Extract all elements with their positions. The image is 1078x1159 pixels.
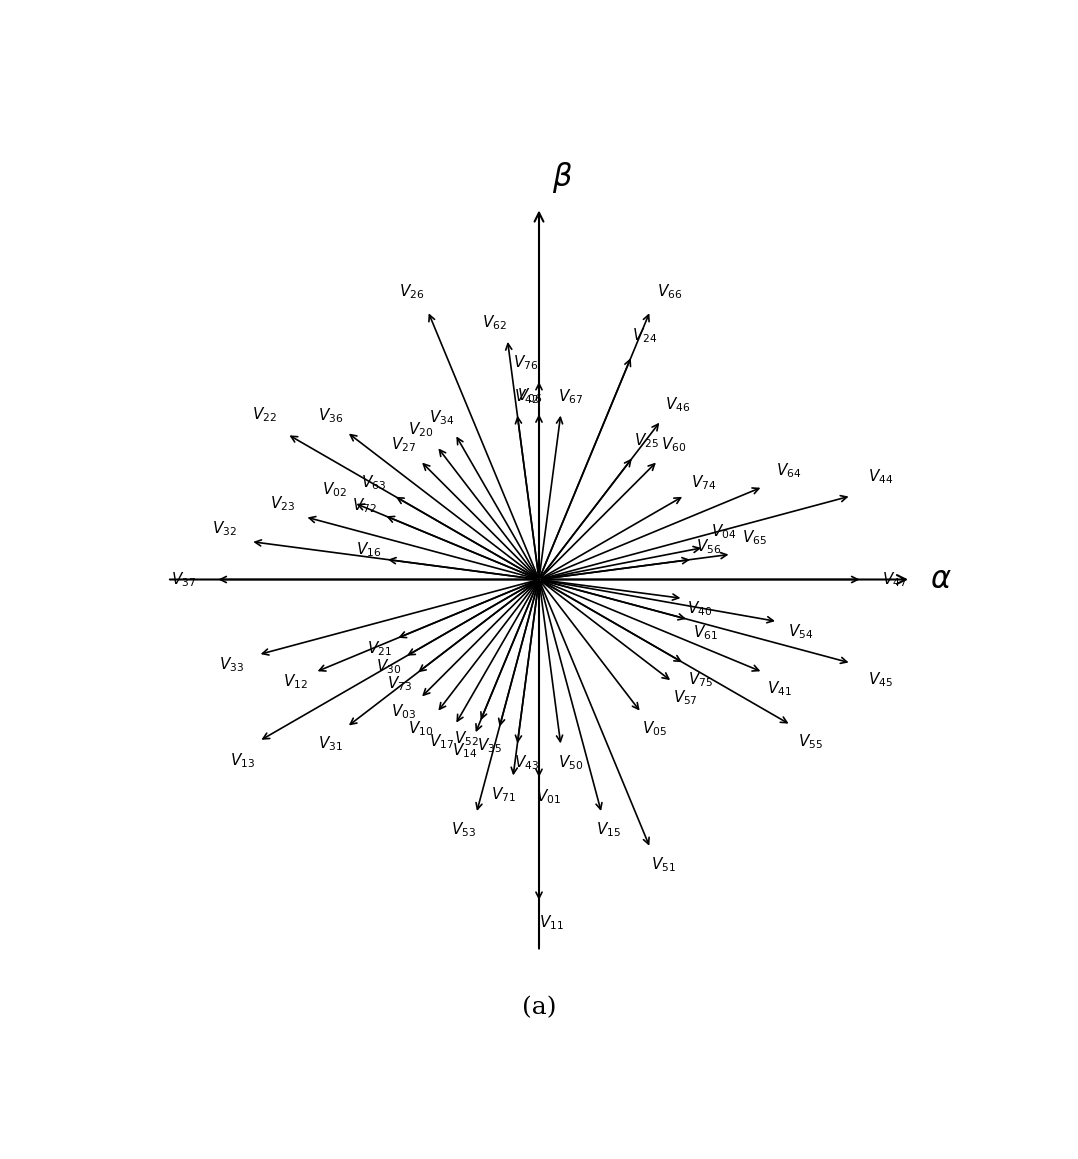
Text: $V_{55}$: $V_{55}$: [798, 731, 823, 751]
Text: $V_{30}$: $V_{30}$: [376, 657, 401, 676]
Text: $V_{45}$: $V_{45}$: [868, 670, 893, 688]
Text: $V_{50}$: $V_{50}$: [558, 753, 583, 772]
Text: $V_{67}$: $V_{67}$: [558, 387, 583, 406]
Text: $V_{16}$: $V_{16}$: [356, 540, 382, 559]
Text: $V_{53}$: $V_{53}$: [451, 821, 475, 839]
Text: $V_{14}$: $V_{14}$: [453, 742, 478, 760]
Text: $V_{47}$: $V_{47}$: [882, 570, 908, 589]
Text: $V_{37}$: $V_{37}$: [170, 570, 196, 589]
Text: $V_{56}$: $V_{56}$: [696, 537, 722, 555]
Text: (a): (a): [522, 997, 556, 1020]
Text: $V_{40}$: $V_{40}$: [687, 599, 713, 618]
Text: $V_{62}$: $V_{62}$: [482, 313, 507, 333]
Text: $\beta$: $\beta$: [552, 160, 572, 195]
Text: $V_{24}$: $V_{24}$: [632, 327, 658, 345]
Text: $V_{57}$: $V_{57}$: [673, 688, 697, 707]
Text: $V_{65}$: $V_{65}$: [742, 529, 766, 547]
Text: $V_{26}$: $V_{26}$: [399, 282, 424, 300]
Text: $V_{43}$: $V_{43}$: [514, 753, 539, 772]
Text: $V_{44}$: $V_{44}$: [868, 467, 894, 486]
Text: $V_{12}$: $V_{12}$: [284, 672, 308, 692]
Text: $V_{60}$: $V_{60}$: [662, 435, 687, 454]
Text: $V_{46}$: $V_{46}$: [664, 395, 690, 414]
Text: $V_{21}$: $V_{21}$: [367, 640, 392, 658]
Text: $V_{25}$: $V_{25}$: [634, 431, 659, 450]
Text: $V_{51}$: $V_{51}$: [651, 855, 676, 874]
Text: $V_{04}$: $V_{04}$: [710, 522, 736, 540]
Text: $V_{66}$: $V_{66}$: [658, 282, 682, 300]
Text: $V_{31}$: $V_{31}$: [318, 734, 343, 752]
Text: $V_{34}$: $V_{34}$: [429, 408, 455, 427]
Text: $\alpha$: $\alpha$: [930, 564, 952, 595]
Text: $V_{64}$: $V_{64}$: [776, 461, 802, 480]
Text: $V_{76}$: $V_{76}$: [513, 353, 539, 372]
Text: $V_{03}$: $V_{03}$: [391, 702, 416, 721]
Text: $V_{33}$: $V_{33}$: [220, 655, 245, 673]
Text: $V_{10}$: $V_{10}$: [407, 720, 433, 738]
Text: $V_{23}$: $V_{23}$: [270, 495, 294, 513]
Text: $V_{63}$: $V_{63}$: [361, 473, 387, 491]
Text: $V_{36}$: $V_{36}$: [318, 407, 343, 425]
Text: $V_{15}$: $V_{15}$: [596, 821, 621, 839]
Text: $V_{35}$: $V_{35}$: [476, 736, 501, 755]
Text: $V_{22}$: $V_{22}$: [252, 406, 277, 424]
Text: $V_{74}$: $V_{74}$: [691, 473, 717, 491]
Text: $V_{72}$: $V_{72}$: [351, 496, 376, 515]
Text: $V_{02}$: $V_{02}$: [322, 481, 347, 500]
Text: $V_{11}$: $V_{11}$: [539, 913, 565, 932]
Text: $V_{54}$: $V_{54}$: [788, 622, 813, 641]
Text: $V_{05}$: $V_{05}$: [641, 720, 667, 738]
Text: $V_{06}$: $V_{06}$: [516, 386, 542, 404]
Text: $V_{27}$: $V_{27}$: [391, 435, 416, 454]
Text: $V_{73}$: $V_{73}$: [387, 675, 412, 693]
Text: $V_{71}$: $V_{71}$: [490, 785, 515, 804]
Text: $V_{61}$: $V_{61}$: [693, 624, 718, 642]
Text: $V_{01}$: $V_{01}$: [536, 787, 562, 806]
Text: $V_{42}$: $V_{42}$: [514, 387, 539, 406]
Text: $V_{17}$: $V_{17}$: [429, 732, 455, 751]
Text: $V_{75}$: $V_{75}$: [689, 670, 714, 690]
Text: $V_{13}$: $V_{13}$: [231, 751, 255, 770]
Text: $V_{32}$: $V_{32}$: [212, 519, 237, 538]
Text: $V_{52}$: $V_{52}$: [454, 730, 479, 749]
Text: $V_{20}$: $V_{20}$: [407, 421, 433, 439]
Text: $V_{41}$: $V_{41}$: [766, 679, 791, 698]
